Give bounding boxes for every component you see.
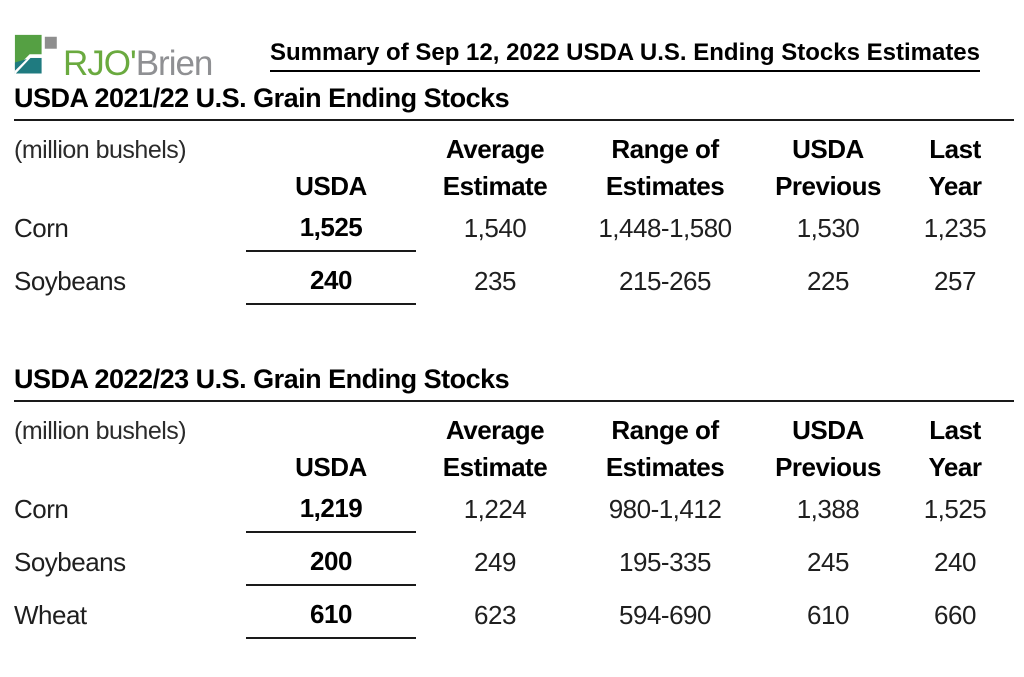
usda-value: 240 <box>242 255 420 308</box>
col-header-average-line1: Average <box>445 415 545 445</box>
average-estimate-value: 235 <box>474 266 516 296</box>
commodity-label: Corn <box>14 494 69 524</box>
unit-label: (million bushels) <box>14 417 187 445</box>
table-header: (million bushels) Average Range of USDA … <box>14 402 1014 483</box>
usda-previous-value: 1,388 <box>796 494 860 524</box>
col-header-lastyear-line2: Year <box>928 452 982 482</box>
col-header-previous-line2: Previous <box>775 452 881 482</box>
table-row-corn: Corn 1,219 1,224 980-1,412 1,388 1,525 <box>14 483 1014 536</box>
usda-value: 1,219 <box>242 483 420 536</box>
range-of-estimates-value: 195-335 <box>619 547 711 577</box>
usda-previous-value: 1,530 <box>796 213 860 243</box>
average-estimate-value: 623 <box>474 600 516 630</box>
table-row-corn: Corn 1,525 1,540 1,448-1,580 1,530 1,235 <box>14 202 1014 255</box>
last-year-value: 1,235 <box>923 213 987 243</box>
usda-value: 1,525 <box>242 202 420 255</box>
usda-value: 610 <box>242 589 420 642</box>
stocks-table-2021-22: (million bushels) Average Range of USDA … <box>14 121 1014 308</box>
usda-previous-value: 225 <box>807 266 849 296</box>
col-header-blank <box>14 165 242 202</box>
unit-label: (million bushels) <box>14 136 187 164</box>
col-header-lastyear-line2: Year <box>928 171 982 201</box>
last-year-value: 240 <box>934 547 976 577</box>
col-header-usda-line1 <box>242 402 420 446</box>
logo-text-primary: RJO' <box>63 43 137 83</box>
rjobrien-logo-text: RJO'Brien <box>63 46 213 81</box>
col-header-range-line1: Range of <box>611 134 719 164</box>
col-header-usda-line1 <box>242 121 420 165</box>
average-estimate-value: 1,224 <box>463 494 527 524</box>
col-header-lastyear-line1: Last <box>929 134 981 164</box>
col-header-range-line2: Estimates <box>605 452 725 482</box>
col-header-previous-line1: USDA <box>792 415 864 445</box>
average-estimate-value: 249 <box>474 547 516 577</box>
section-2021-22: USDA 2021/22 U.S. Grain Ending Stocks (m… <box>14 83 1014 308</box>
section-heading-2022-23: USDA 2022/23 U.S. Grain Ending Stocks <box>14 364 1014 402</box>
doc-title-wrap: Summary of Sep 12, 2022 USDA U.S. Ending… <box>238 34 1012 72</box>
col-header-lastyear-line1: Last <box>929 415 981 445</box>
rjobrien-logo: RJO'Brien <box>14 34 238 81</box>
col-header-average-line2: Estimate <box>442 171 548 201</box>
col-header-usda-line2: USDA <box>295 452 367 482</box>
stocks-table-2022-23: (million bushels) Average Range of USDA … <box>14 402 1014 642</box>
usda-previous-value: 610 <box>807 600 849 630</box>
col-header-previous-line2: Previous <box>775 171 881 201</box>
range-of-estimates-value: 980-1,412 <box>608 494 722 524</box>
last-year-value: 1,525 <box>923 494 987 524</box>
average-estimate-value: 1,540 <box>463 213 527 243</box>
logo-text-secondary: Brien <box>135 43 214 83</box>
commodity-label: Wheat <box>14 600 87 630</box>
col-header-average-line1: Average <box>445 134 545 164</box>
commodity-label: Soybeans <box>14 547 126 577</box>
commodity-label: Corn <box>14 213 69 243</box>
report-header: RJO'Brien Summary of Sep 12, 2022 USDA U… <box>14 34 1012 81</box>
col-header-range-line2: Estimates <box>605 171 725 201</box>
col-header-previous-line1: USDA <box>792 134 864 164</box>
last-year-value: 660 <box>934 600 976 630</box>
col-header-average-line2: Estimate <box>442 452 548 482</box>
table-header: (million bushels) Average Range of USDA … <box>14 121 1014 202</box>
usda-value: 200 <box>242 536 420 589</box>
table-row-soybeans: Soybeans 240 235 215-265 225 257 <box>14 255 1014 308</box>
section-heading-2021-22: USDA 2021/22 U.S. Grain Ending Stocks <box>14 83 1014 121</box>
col-header-usda-line2: USDA <box>295 171 367 201</box>
col-header-range-line1: Range of <box>611 415 719 445</box>
doc-title: Summary of Sep 12, 2022 USDA U.S. Ending… <box>269 39 980 72</box>
rjobrien-logo-icon <box>14 34 57 75</box>
commodity-label: Soybeans <box>14 266 126 296</box>
usda-previous-value: 245 <box>807 547 849 577</box>
range-of-estimates-value: 1,448-1,580 <box>598 213 732 243</box>
table-row-soybeans: Soybeans 200 249 195-335 245 240 <box>14 536 1014 589</box>
range-of-estimates-value: 215-265 <box>619 266 711 296</box>
section-2022-23: USDA 2022/23 U.S. Grain Ending Stocks (m… <box>14 364 1014 642</box>
range-of-estimates-value: 594-690 <box>619 600 711 630</box>
last-year-value: 257 <box>934 266 976 296</box>
col-header-blank <box>14 446 242 483</box>
table-row-wheat: Wheat 610 623 594-690 610 660 <box>14 589 1014 642</box>
